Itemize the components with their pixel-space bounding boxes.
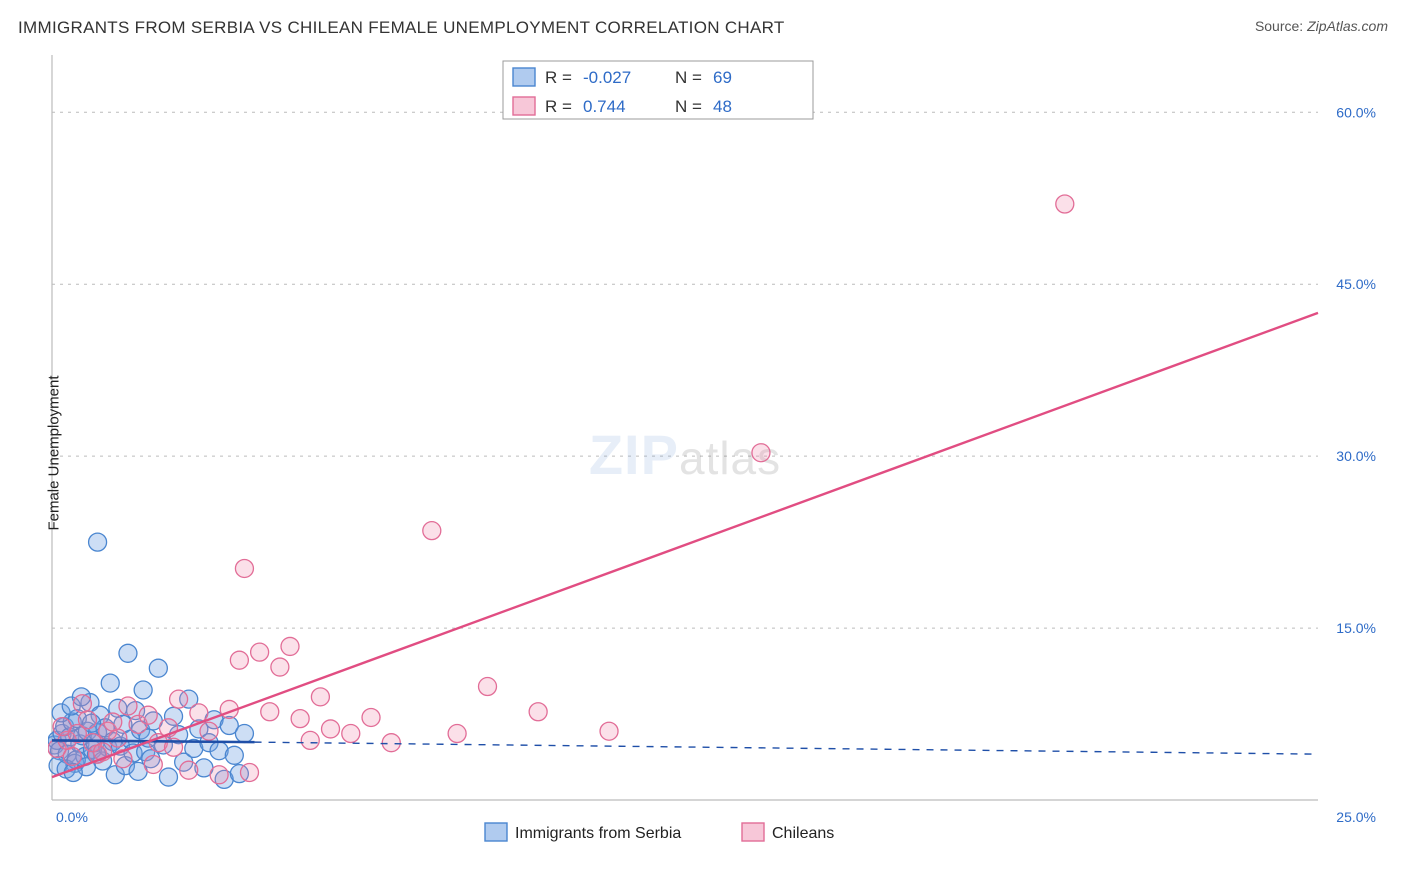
source-value: ZipAtlas.com <box>1307 18 1388 34</box>
data-point <box>479 678 497 696</box>
data-point <box>362 708 380 726</box>
legend-series-label: Chileans <box>772 825 834 842</box>
legend-n-value: 48 <box>713 97 732 116</box>
source-label: Source: <box>1255 18 1307 34</box>
correlation-legend: R = -0.027 N = 69 R = 0.744 N = 48 <box>503 61 813 119</box>
data-point <box>134 681 152 699</box>
data-point <box>78 711 96 729</box>
data-point <box>235 559 253 577</box>
legend-r-label: R = <box>545 97 572 116</box>
scatter-chart: ZIPatlas15.0%30.0%45.0%60.0%0.0%25.0%R =… <box>48 55 1388 850</box>
y-tick-label: 15.0% <box>1336 620 1376 636</box>
data-point <box>89 533 107 551</box>
data-point <box>180 761 198 779</box>
source-attribution: Source: ZipAtlas.com <box>1255 18 1388 34</box>
data-point <box>170 690 188 708</box>
legend-swatch <box>513 97 535 115</box>
data-point <box>109 729 127 747</box>
data-point <box>200 722 218 740</box>
data-point <box>301 731 319 749</box>
data-point <box>448 725 466 743</box>
chart-page: IMMIGRANTS FROM SERBIA VS CHILEAN FEMALE… <box>0 0 1406 892</box>
data-point <box>529 703 547 721</box>
x-tick-label: 0.0% <box>56 809 88 825</box>
data-point <box>1056 195 1074 213</box>
data-point <box>144 755 162 773</box>
legend-swatch <box>513 68 535 86</box>
data-point <box>139 706 157 724</box>
data-point <box>261 703 279 721</box>
data-point <box>230 651 248 669</box>
data-point <box>342 725 360 743</box>
data-point <box>240 763 258 781</box>
data-point <box>382 734 400 752</box>
data-point <box>63 747 81 765</box>
y-axis-label: Female Unemployment <box>46 375 63 530</box>
legend-swatch <box>485 823 507 841</box>
data-point <box>322 720 340 738</box>
legend-n-value: 69 <box>713 68 732 87</box>
data-point <box>119 697 137 715</box>
legend-n-label: N = <box>675 97 702 116</box>
data-point <box>271 658 289 676</box>
legend-r-value: 0.744 <box>583 97 626 116</box>
data-point <box>752 444 770 462</box>
legend-swatch <box>742 823 764 841</box>
y-tick-label: 60.0% <box>1336 104 1376 120</box>
data-point <box>235 725 253 743</box>
trendline-serbia-dash <box>255 742 1318 754</box>
data-point <box>210 766 228 784</box>
data-point <box>149 659 167 677</box>
data-point <box>423 522 441 540</box>
legend-r-value: -0.027 <box>583 68 631 87</box>
data-point <box>104 713 122 731</box>
data-point <box>600 722 618 740</box>
data-point <box>291 710 309 728</box>
data-point <box>159 768 177 786</box>
data-point <box>119 644 137 662</box>
chart-title: IMMIGRANTS FROM SERBIA VS CHILEAN FEMALE… <box>18 18 785 38</box>
data-point <box>190 704 208 722</box>
y-tick-label: 45.0% <box>1336 276 1376 292</box>
legend-r-label: R = <box>545 68 572 87</box>
series-legend: Immigrants from Serbia Chileans <box>485 823 834 842</box>
data-point <box>311 688 329 706</box>
trendline-chilean <box>52 313 1318 777</box>
plot-area: Female Unemployment ZIPatlas15.0%30.0%45… <box>48 55 1388 850</box>
data-point <box>73 695 91 713</box>
legend-series-label: Immigrants from Serbia <box>515 825 681 842</box>
data-point <box>53 718 71 736</box>
data-point <box>251 643 269 661</box>
data-point <box>101 674 119 692</box>
x-tick-label: 25.0% <box>1336 809 1376 825</box>
data-point <box>225 746 243 764</box>
legend-n-label: N = <box>675 68 702 87</box>
data-point <box>281 637 299 655</box>
y-tick-label: 30.0% <box>1336 448 1376 464</box>
